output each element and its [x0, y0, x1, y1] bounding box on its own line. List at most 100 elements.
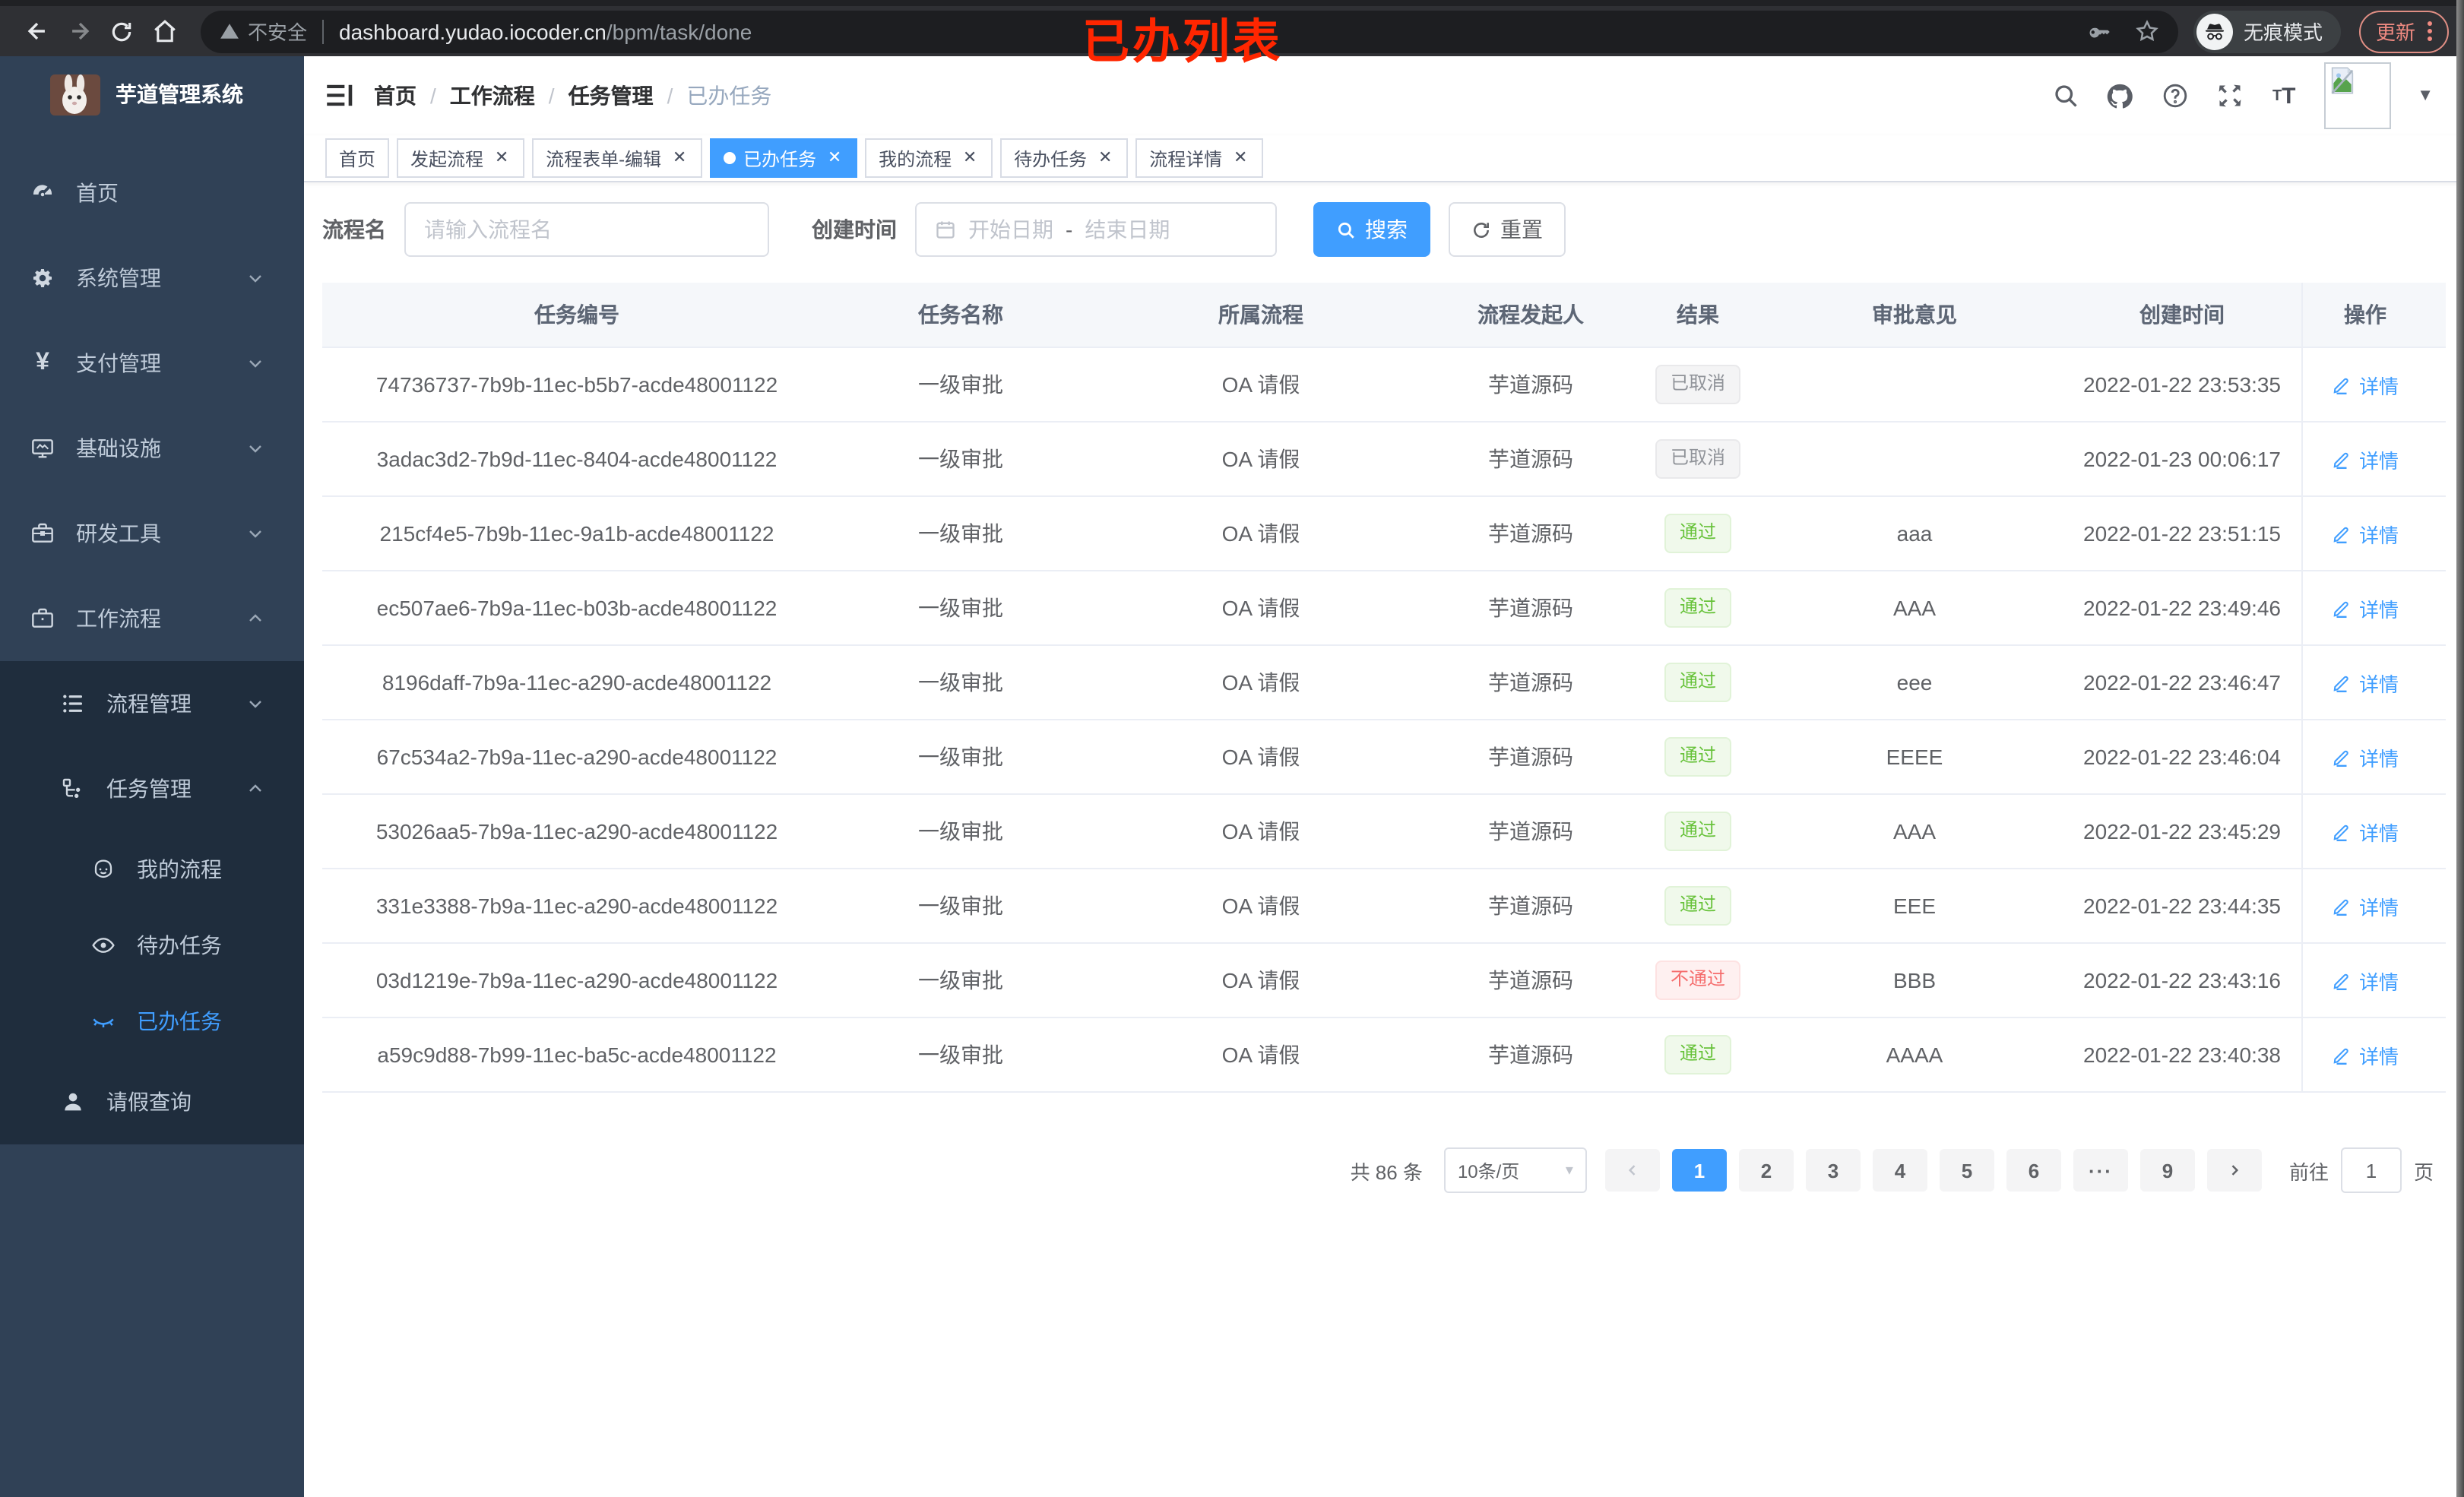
help-icon[interactable] — [2160, 81, 2189, 110]
detail-link[interactable]: 详情 — [2332, 891, 2399, 920]
detail-link[interactable]: 详情 — [2332, 742, 2399, 771]
date-range-input[interactable]: 开始日期 - 结束日期 — [915, 202, 1277, 257]
tab-1[interactable]: 首页 — [325, 138, 390, 178]
breadcrumb-item-1[interactable]: 首页 — [374, 84, 416, 108]
github-icon[interactable] — [2105, 81, 2134, 110]
reset-button[interactable]: 重置 — [1449, 202, 1566, 257]
page-button-5[interactable]: 5 — [1939, 1149, 1994, 1192]
column-header-2: 任务名称 — [918, 302, 1003, 327]
sidebar-item-label: 请假查询 — [106, 1090, 192, 1114]
detail-link[interactable]: 详情 — [2332, 966, 2399, 995]
tab-close-icon[interactable]: ✕ — [1233, 148, 1248, 166]
search-button[interactable]: 搜索 — [1313, 202, 1430, 257]
goto-page-input[interactable]: 1 — [2340, 1147, 2402, 1193]
browser-update-button[interactable]: 更新 — [2358, 10, 2449, 52]
table-row-1: 74736737-7b9b-11ec-b5b7-acde48001122 一级审批… — [322, 348, 2446, 423]
detail-link[interactable]: 详情 — [2332, 593, 2399, 622]
page-button-1[interactable]: 1 — [1671, 1149, 1727, 1192]
tab-4[interactable]: 已办任务 ✕ — [710, 138, 858, 178]
sidebar-item-1[interactable]: 首页 — [0, 150, 304, 236]
detail-label: 详情 — [2358, 375, 2399, 397]
key-icon[interactable] — [2087, 18, 2113, 44]
process-list-icon — [61, 692, 85, 716]
detail-link[interactable]: 详情 — [2332, 817, 2399, 846]
result-badge: 通过 — [1664, 812, 1731, 851]
cell-task-id: 215cf4e5-7b9b-11ec-9a1b-acde48001122 — [379, 521, 774, 546]
avatar-caret-icon[interactable]: ▼ — [2417, 87, 2434, 105]
process-name-input[interactable]: 请输入流程名 — [404, 202, 769, 257]
process-name-label: 流程名 — [322, 217, 386, 242]
sidebar-item-10[interactable]: 待办任务 — [0, 907, 304, 983]
browser-chrome: 不安全 dashboard.yudao.iocoder.cn/bpm/task/… — [0, 0, 2464, 56]
page-button-6[interactable]: 6 — [2006, 1149, 2061, 1192]
breadcrumb-item-4: 已办任务 — [686, 84, 772, 108]
sidebar-item-2[interactable]: 系统管理 — [0, 236, 304, 321]
sidebar-item-12[interactable]: 请假查询 — [0, 1059, 304, 1144]
chevron-down-icon — [246, 354, 264, 372]
page-button-9[interactable]: 9 — [2139, 1149, 2195, 1192]
sidebar-item-label: 研发工具 — [76, 521, 161, 546]
tab-close-icon[interactable]: ✕ — [962, 148, 977, 166]
forward-icon[interactable] — [58, 10, 100, 52]
sidebar-item-11[interactable]: 已办任务 — [0, 983, 304, 1059]
cell-action: 详情 — [2301, 571, 2428, 644]
sidebar-collapse-icon[interactable] — [325, 81, 356, 111]
table-row-5: 8196daff-7b9a-11ec-a290-acde48001122 一级审批… — [322, 646, 2446, 720]
fullscreen-icon[interactable] — [2215, 81, 2244, 110]
table-row-6: 67c534a2-7b9a-11ec-a290-acde48001122 一级审批… — [322, 720, 2446, 795]
tab-close-icon[interactable]: ✕ — [494, 148, 509, 166]
tab-close-icon[interactable]: ✕ — [1097, 148, 1113, 166]
home-icon[interactable] — [143, 10, 185, 52]
back-icon[interactable] — [15, 10, 58, 52]
address-bar[interactable]: 不安全 dashboard.yudao.iocoder.cn/bpm/task/… — [201, 10, 2178, 52]
column-header-1: 任务编号 — [534, 302, 619, 327]
breadcrumb-item-2[interactable]: 工作流程 — [449, 84, 535, 108]
chevron-up-icon — [246, 609, 264, 628]
browser-menu-icon[interactable] — [2428, 21, 2432, 41]
page-button-3[interactable]: 3 — [1805, 1149, 1861, 1192]
insecure-warning[interactable]: 不安全 — [219, 17, 307, 46]
sidebar-item-8[interactable]: 任务管理 — [0, 746, 304, 831]
tab-close-icon[interactable]: ✕ — [672, 148, 687, 166]
next-page-button[interactable] — [2206, 1149, 2262, 1192]
cell-comment: AAAA — [1886, 1043, 1943, 1067]
table-row-8: 331e3388-7b9a-11ec-a290-acde48001122 一级审批… — [322, 869, 2446, 944]
cell-task-name: 一级审批 — [918, 968, 1003, 992]
tab-6[interactable]: 待办任务 ✕ — [1000, 138, 1129, 178]
breadcrumb-item-3[interactable]: 任务管理 — [568, 84, 654, 108]
column-header-7: 创建时间 — [2139, 302, 2225, 327]
page-size-caret-icon: ▾ — [1565, 1162, 1573, 1179]
tab-2[interactable]: 发起流程 ✕ — [397, 138, 525, 178]
page-size-select[interactable]: 10条/页 ▾ — [1443, 1147, 1587, 1193]
sidebar-item-5[interactable]: 研发工具 — [0, 491, 304, 576]
page-button-4[interactable]: 4 — [1872, 1149, 1927, 1192]
cell-result: 通过 — [1629, 1035, 1766, 1074]
tab-close-icon[interactable]: ✕ — [827, 148, 842, 166]
sidebar-item-4[interactable]: 基础设施 — [0, 406, 304, 491]
tab-5[interactable]: 我的流程 ✕ — [865, 138, 993, 178]
app-logo-row[interactable]: 芋道管理系统 — [0, 56, 304, 132]
search-icon[interactable] — [2051, 81, 2079, 110]
tab-7[interactable]: 流程详情 ✕ — [1135, 138, 1264, 178]
sidebar-item-3[interactable]: ¥ 支付管理 — [0, 321, 304, 406]
tab-3[interactable]: 流程表单-编辑 ✕ — [532, 138, 703, 178]
sidebar-item-7[interactable]: 流程管理 — [0, 661, 304, 746]
result-badge: 通过 — [1664, 886, 1731, 926]
cell-task-id: ec507ae6-7b9a-11ec-b03b-acde48001122 — [376, 596, 778, 620]
detail-link[interactable]: 详情 — [2332, 445, 2399, 473]
detail-link[interactable]: 详情 — [2332, 519, 2399, 548]
sidebar-item-9[interactable]: 我的流程 — [0, 831, 304, 907]
detail-link[interactable]: 详情 — [2332, 668, 2399, 697]
incognito-badge: 无痕模式 — [2193, 10, 2341, 52]
sidebar-item-label: 已办任务 — [137, 1009, 222, 1033]
reload-icon[interactable] — [100, 10, 143, 52]
detail-link[interactable]: 详情 — [2332, 370, 2399, 399]
detail-link[interactable]: 详情 — [2332, 1040, 2399, 1069]
sidebar-item-6[interactable]: 工作流程 — [0, 576, 304, 661]
bookmark-star-icon[interactable] — [2134, 18, 2160, 44]
avatar[interactable] — [2324, 62, 2392, 129]
update-label: 更新 — [2375, 21, 2415, 44]
page-button-2[interactable]: 2 — [1738, 1149, 1794, 1192]
search-button-icon — [1338, 221, 1354, 238]
